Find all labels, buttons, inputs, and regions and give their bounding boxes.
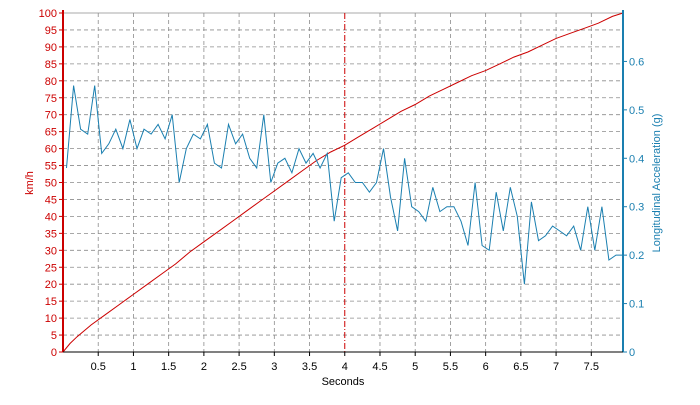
y-left-tick-label: 50	[45, 178, 57, 190]
axis-layer: 0510152025303540455055606570758085909510…	[39, 8, 645, 373]
y-left-tick-label: 90	[45, 42, 57, 54]
x-tick-label: 0.5	[91, 361, 106, 373]
y-right-tick-label: 0.2	[629, 250, 644, 262]
y-left-tick-label: 80	[45, 76, 57, 88]
x-tick-label: 6.5	[513, 361, 528, 373]
y-left-tick-label: 5	[51, 330, 57, 342]
y-left-tick-label: 15	[45, 296, 57, 308]
y-left-tick-label: 45	[45, 194, 57, 206]
x-tick-label: 3.5	[302, 361, 317, 373]
y-left-tick-label: 60	[45, 144, 57, 156]
y-left-tick-label: 40	[45, 211, 57, 223]
x-tick-label: 6	[483, 361, 489, 373]
y-left-tick-label: 75	[45, 93, 57, 105]
x-axis-label: Seconds	[322, 376, 365, 388]
y-right-tick-label: 0.1	[629, 299, 644, 311]
y-right-tick-label: 0.6	[629, 56, 644, 68]
x-tick-label: 4	[342, 361, 348, 373]
y-left-tick-label: 30	[45, 245, 57, 257]
y-right-axis-label: Longitudinal Acceleration (g)	[651, 114, 663, 253]
grid-layer	[63, 12, 623, 352]
series-layer	[62, 12, 624, 353]
y-left-tick-label: 35	[45, 228, 57, 240]
y-left-tick-label: 85	[45, 59, 57, 71]
y-left-tick-label: 70	[45, 110, 57, 122]
x-tick-label: 7.5	[584, 361, 599, 373]
x-tick-label: 4.5	[372, 361, 387, 373]
y-left-tick-label: 20	[45, 279, 57, 291]
y-left-tick-label: 65	[45, 127, 57, 139]
y-left-tick-label: 25	[45, 262, 57, 274]
y-left-tick-label: 95	[45, 25, 57, 37]
x-tick-label: 5.5	[443, 361, 458, 373]
y-left-tick-label: 55	[45, 161, 57, 173]
y-left-axis-label: km/h	[24, 171, 36, 195]
acceleration-series-line	[66, 85, 623, 285]
x-tick-label: 5	[412, 361, 418, 373]
y-left-tick-label: 100	[39, 8, 57, 20]
x-tick-label: 7	[553, 361, 559, 373]
y-left-tick-label: 0	[51, 347, 57, 359]
y-right-tick-label: 0.5	[629, 105, 644, 117]
y-right-tick-label: 0.4	[629, 153, 644, 165]
y-left-tick-label: 10	[45, 313, 57, 325]
y-right-tick-label: 0	[629, 347, 635, 359]
x-tick-label: 2	[201, 361, 207, 373]
x-tick-label: 2.5	[231, 361, 246, 373]
y-right-tick-label: 0.3	[629, 202, 644, 214]
x-tick-label: 1.5	[161, 361, 176, 373]
x-tick-label: 1	[130, 361, 136, 373]
speed-series-line	[62, 12, 624, 353]
x-tick-label: 3	[271, 361, 277, 373]
